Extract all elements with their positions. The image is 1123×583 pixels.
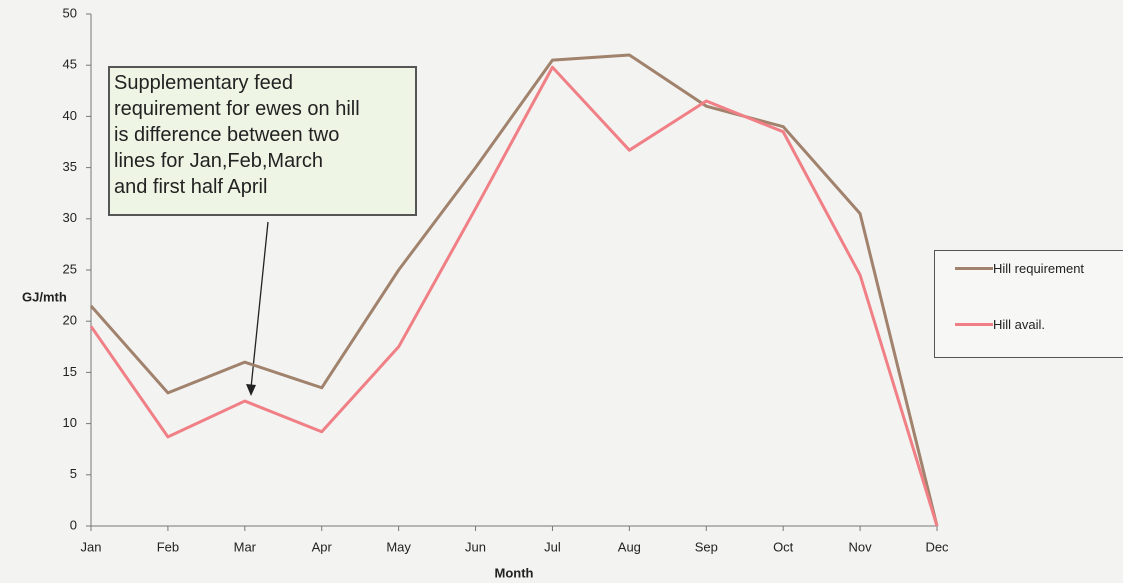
x-tick-label: Jun (465, 539, 486, 554)
y-tick-label: 5 (70, 466, 77, 481)
arrow-head (246, 384, 256, 396)
x-tick-label: Sep (695, 539, 718, 554)
series-line (89, 53, 939, 527)
y-tick-label: 0 (70, 517, 77, 532)
legend-label: Hill requirement (993, 261, 1085, 276)
y-tick-label: 30 (63, 210, 77, 225)
x-tick-label: Nov (849, 539, 873, 554)
annotation-line: lines for Jan,Feb,March (114, 150, 323, 172)
y-tick-label: 45 (63, 57, 77, 72)
legend: Hill requirement Hill avail. (934, 250, 1123, 358)
y-tick-label: 10 (63, 415, 77, 430)
annotation-line: requirement for ewes on hill (114, 98, 360, 120)
y-tick-label: 15 (63, 364, 77, 379)
annotation-line: is difference between two (114, 124, 340, 146)
annotation-line: Supplementary feed (114, 72, 294, 94)
y-tick-label: 40 (63, 108, 77, 123)
x-axis-label: Month (495, 565, 534, 580)
x-tick-label: Mar (234, 539, 257, 554)
series-line (89, 65, 939, 527)
y-tick-label: 35 (63, 159, 77, 174)
x-tick-label: Jul (544, 539, 561, 554)
y-tick-label: 25 (63, 261, 77, 276)
legend-label: Hill avail. (993, 317, 1046, 332)
x-tick-label: Apr (312, 539, 333, 554)
x-tick-label: Feb (157, 539, 179, 554)
legend-swatch (955, 267, 993, 270)
annotation-line: and first half April (114, 176, 268, 198)
y-tick-label: 50 (63, 5, 77, 20)
arrow (250, 221, 269, 389)
x-tick-label: May (386, 539, 411, 554)
x-tick-label: Dec (925, 539, 949, 554)
annotation: Supplementary feed requirement for ewes o… (108, 66, 417, 216)
legend-swatch (955, 323, 993, 326)
x-tick-label: Aug (618, 539, 641, 554)
y-axis-label: GJ/mth (22, 289, 67, 304)
y-tick-label: 20 (63, 313, 77, 328)
x-tick-label: Jan (81, 539, 102, 554)
x-tick-label: Oct (773, 539, 794, 554)
